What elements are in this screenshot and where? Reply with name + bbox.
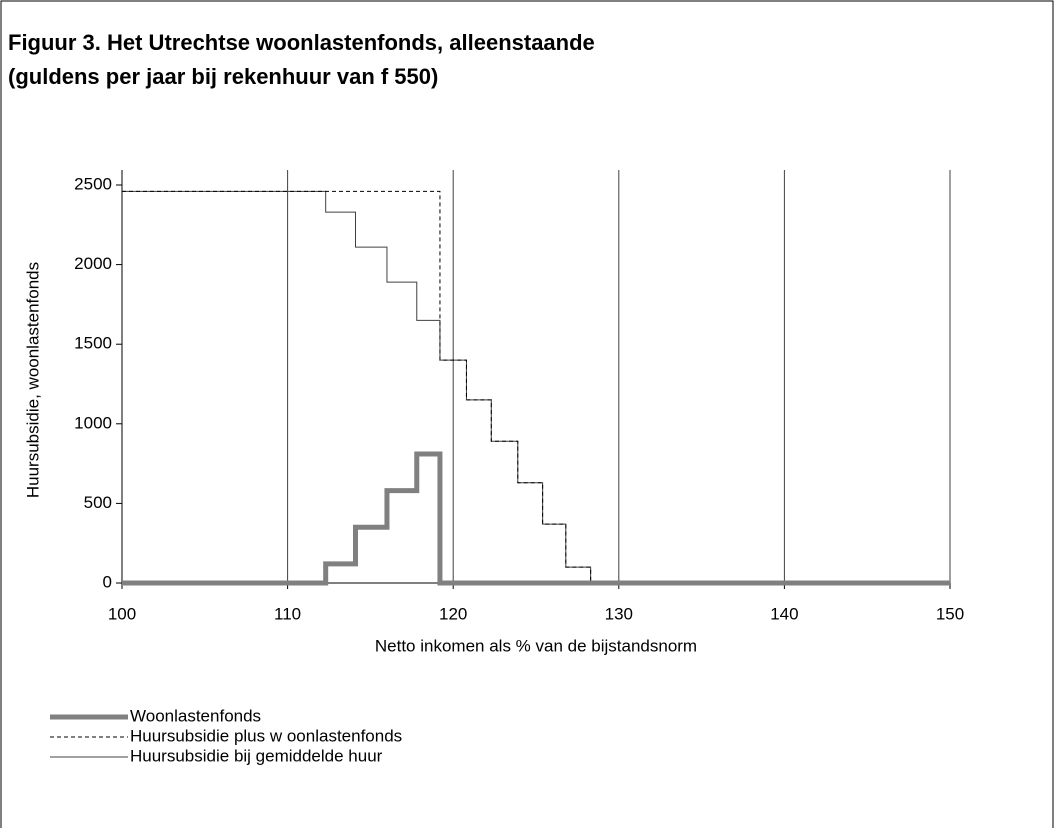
y-tick-label: 1000 xyxy=(74,413,112,432)
x-tick-label: 120 xyxy=(439,604,467,623)
x-axis-label: Netto inkomen als % van de bijstandsnorm xyxy=(375,636,697,655)
y-tick-label: 500 xyxy=(84,493,112,512)
series-line xyxy=(122,451,950,586)
legend-label: Woonlastenfonds xyxy=(130,706,261,725)
y-tick-label: 2000 xyxy=(74,254,112,273)
chart-title: Figuur 3. Het Utrechtse woonlastenfonds,… xyxy=(8,30,595,55)
y-tick-label: 1500 xyxy=(74,334,112,353)
x-tick-label: 130 xyxy=(605,604,633,623)
series-line xyxy=(122,190,950,584)
x-tick-label: 110 xyxy=(274,604,301,623)
y-tick-label: 0 xyxy=(103,572,112,591)
chart-subtitle: (guldens per jaar bij rekenhuur van f 55… xyxy=(8,64,438,89)
y-axis-label: Huursubsidie, woonlastenfonds xyxy=(23,262,42,498)
x-tick-label: 140 xyxy=(770,604,798,623)
legend-label: Huursubsidie plus w oonlastenfonds xyxy=(130,726,402,745)
x-tick-label: 100 xyxy=(108,604,136,623)
y-tick-label: 2500 xyxy=(74,174,112,193)
series-line xyxy=(122,190,950,584)
legend-label: Huursubsidie bij gemiddelde huur xyxy=(130,746,383,765)
x-tick-label: 150 xyxy=(936,604,964,623)
